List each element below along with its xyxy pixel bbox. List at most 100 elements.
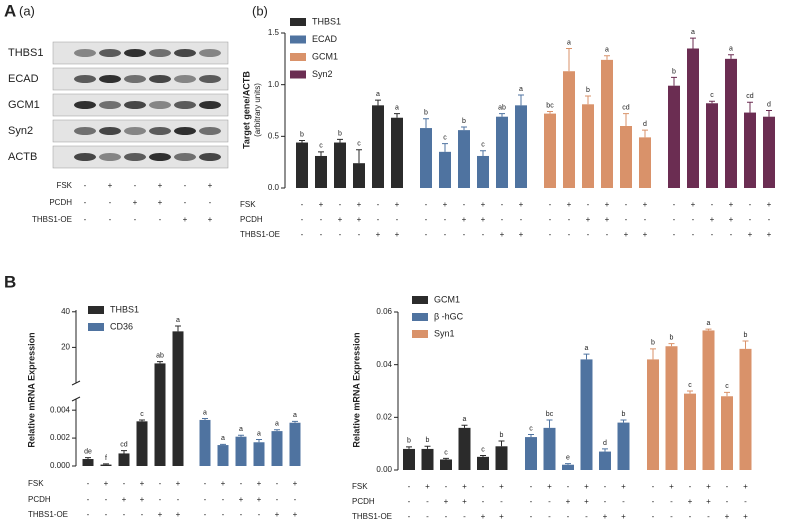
blot-band bbox=[124, 127, 146, 135]
treatment-sign: - bbox=[159, 215, 162, 224]
treatment-sign: + bbox=[319, 200, 324, 209]
treatment-sign: - bbox=[567, 482, 570, 491]
significance-letter: c bbox=[481, 142, 485, 149]
treatment-sign: - bbox=[240, 510, 243, 519]
error-bar bbox=[157, 361, 163, 364]
blot-band bbox=[149, 49, 171, 57]
y-axis-label: Relative mRNA Expression bbox=[26, 332, 36, 447]
treatment-sign: - bbox=[585, 512, 588, 521]
significance-letter: b bbox=[424, 110, 428, 117]
treatment-sign: - bbox=[622, 497, 625, 506]
treatment-sign: + bbox=[425, 482, 430, 491]
treatment-sign: - bbox=[377, 200, 380, 209]
significance-letter: a bbox=[691, 29, 695, 36]
significance-letter: a bbox=[239, 426, 243, 433]
bar bbox=[525, 437, 537, 470]
blot-label: GCM1 bbox=[8, 99, 40, 111]
bar bbox=[617, 422, 630, 470]
error-bar bbox=[728, 54, 734, 59]
treatment-sign: + bbox=[603, 512, 608, 521]
treatment-sign: - bbox=[301, 200, 304, 209]
treatment-sign: + bbox=[208, 215, 213, 224]
legend-swatch bbox=[88, 323, 104, 331]
blot-band bbox=[124, 49, 146, 57]
treatment-sign: - bbox=[673, 215, 676, 224]
y-axis-label: Target gene/ACTB bbox=[241, 71, 251, 149]
bar bbox=[440, 459, 452, 470]
treatment-sign: - bbox=[109, 215, 112, 224]
bar bbox=[725, 58, 737, 189]
error-bar bbox=[443, 457, 449, 460]
treatment-sign: - bbox=[652, 482, 655, 491]
legend-label: β -hGC bbox=[434, 311, 464, 321]
error-bar bbox=[394, 113, 400, 118]
significance-letter: d bbox=[603, 440, 607, 447]
error-bar bbox=[461, 126, 467, 131]
y-tick-label: 40 bbox=[61, 307, 70, 316]
bar bbox=[100, 464, 112, 466]
treatment-sign: - bbox=[123, 479, 126, 488]
y-tick-label: 0.04 bbox=[376, 360, 392, 369]
treatment-sign: + bbox=[669, 482, 674, 491]
treatment-sign: - bbox=[482, 497, 485, 506]
error-bar bbox=[528, 433, 534, 438]
treatment-sign: - bbox=[159, 495, 162, 504]
error-bar bbox=[139, 419, 145, 422]
bar bbox=[154, 363, 166, 466]
treatment-sign: - bbox=[749, 215, 752, 224]
significance-letter: a bbox=[605, 47, 609, 54]
blot-band bbox=[149, 153, 171, 161]
treatment-sign: + bbox=[176, 479, 181, 488]
error-bar bbox=[518, 94, 524, 106]
significance-letter: b bbox=[462, 118, 466, 125]
blot-label: ECAD bbox=[8, 73, 39, 85]
treatment-sign: - bbox=[123, 510, 126, 519]
treatment-sign: + bbox=[743, 512, 748, 521]
bar bbox=[253, 442, 265, 466]
error-bar bbox=[565, 463, 571, 465]
error-bar bbox=[480, 455, 486, 457]
significance-letter: b bbox=[672, 68, 676, 75]
significance-letter: a bbox=[519, 86, 523, 93]
treatment-sign: + bbox=[729, 215, 734, 224]
error-bar bbox=[375, 99, 381, 106]
treatment-sign: - bbox=[670, 497, 673, 506]
treatment-sign: + bbox=[767, 200, 772, 209]
treatment-sign: - bbox=[87, 510, 90, 519]
treatment-sign: + bbox=[357, 200, 362, 209]
treatment-sign: - bbox=[87, 495, 90, 504]
treatment-sign: - bbox=[604, 482, 607, 491]
treatment-sign: - bbox=[692, 230, 695, 239]
treatment-sign: + bbox=[443, 200, 448, 209]
treatment-sign: - bbox=[707, 512, 710, 521]
treatment-sign: - bbox=[276, 495, 279, 504]
treatment-sign: + bbox=[743, 482, 748, 491]
error-bar bbox=[480, 150, 486, 156]
treatment-sign: + bbox=[376, 230, 381, 239]
significance-letter: b bbox=[670, 334, 674, 341]
treatment-sign: + bbox=[183, 215, 188, 224]
bar bbox=[687, 48, 699, 188]
treatment-sign: + bbox=[567, 200, 572, 209]
bar bbox=[543, 427, 556, 470]
significance-letter: c bbox=[357, 141, 361, 148]
treatment-sign: + bbox=[748, 230, 753, 239]
error-bar bbox=[620, 419, 627, 423]
error-bar bbox=[585, 95, 591, 105]
treatment-sign: + bbox=[357, 215, 362, 224]
treatment-sign: - bbox=[549, 215, 552, 224]
significance-letter: cd bbox=[622, 104, 630, 111]
treatment-sign: - bbox=[276, 479, 279, 488]
treatment-sign: - bbox=[105, 495, 108, 504]
treatment-sign: - bbox=[339, 230, 342, 239]
significance-letter: d bbox=[643, 121, 647, 128]
treatment-sign: - bbox=[548, 497, 551, 506]
treatment-sign: - bbox=[482, 482, 485, 491]
significance-letter: b bbox=[622, 411, 626, 418]
bar bbox=[665, 346, 678, 470]
error-bar bbox=[442, 143, 448, 152]
error-bar bbox=[546, 419, 553, 428]
blot-band bbox=[99, 127, 121, 135]
significance-letter: a bbox=[203, 409, 207, 416]
